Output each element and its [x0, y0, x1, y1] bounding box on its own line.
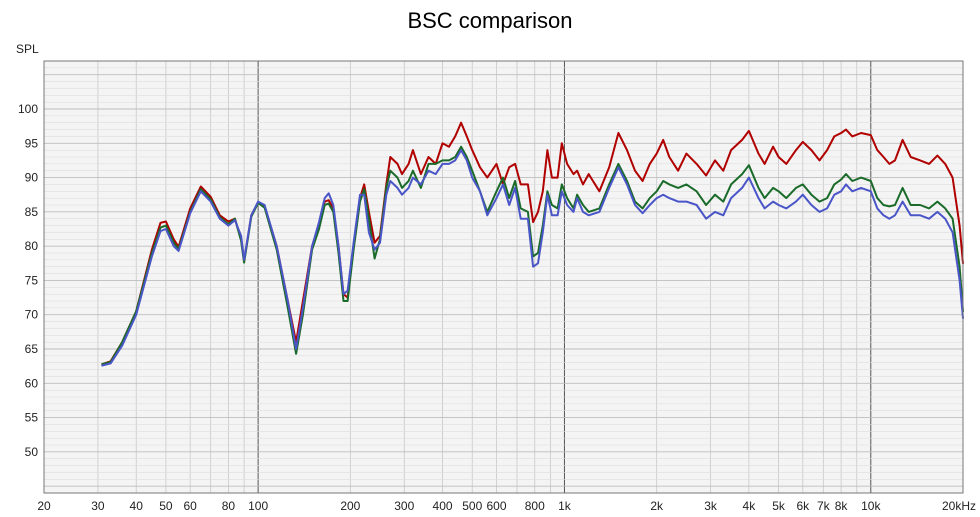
- x-tick-label: 50: [159, 499, 173, 513]
- x-tick-label: 100: [248, 499, 268, 513]
- x-tick-label: 1k: [558, 499, 572, 513]
- x-tick-label: 10k: [861, 499, 881, 513]
- y-tick-label: 95: [25, 136, 39, 150]
- x-tick-label: 4k: [743, 499, 757, 513]
- y-tick-labels: 50 55 60 65 70 75 80 85 90 95 100: [18, 102, 38, 459]
- y-tick-label: 80: [25, 239, 39, 253]
- x-tick-label: 400: [433, 499, 453, 513]
- x-tick-label: 5k: [772, 499, 786, 513]
- x-tick-label: 30: [91, 499, 105, 513]
- y-tick-label: 55: [25, 411, 39, 425]
- x-tick-label: 40: [130, 499, 144, 513]
- y-axis-label: SPL: [16, 42, 39, 56]
- x-tick-label: 8k: [835, 499, 849, 513]
- x-tick-label: 200: [340, 499, 360, 513]
- series-layer: [101, 121, 964, 367]
- y-tick-label: 70: [25, 308, 39, 322]
- x-tick-labels: 20 30 40 50 60 80 100 200 300 400 500 600 800 1k 2k 3k 4…: [37, 499, 976, 513]
- x-tick-label: 6k: [796, 499, 810, 513]
- x-tick-label: 500: [462, 499, 482, 513]
- y-tick-label: 85: [25, 205, 39, 219]
- chart-title: BSC comparison: [407, 8, 573, 33]
- x-tick-label: 300: [394, 499, 414, 513]
- plot-area: [44, 61, 963, 493]
- y-tick-label: 50: [25, 445, 39, 459]
- plot-frame: [43, 60, 964, 494]
- y-tick-label: 65: [25, 342, 39, 356]
- x-tick-label: 60: [183, 499, 197, 513]
- y-tick-label: 75: [25, 273, 39, 287]
- x-tick-label: 20kHz: [942, 499, 976, 513]
- y-tick-label: 90: [25, 171, 39, 185]
- x-tick-label: 2k: [650, 499, 664, 513]
- x-tick-label: 800: [525, 499, 545, 513]
- x-tick-label: 80: [222, 499, 236, 513]
- x-tick-label: 20: [37, 499, 51, 513]
- x-tick-label: 7k: [817, 499, 831, 513]
- y-tick-label: 60: [25, 376, 39, 390]
- series-line-3: [101, 149, 964, 367]
- y-tick-label: 100: [18, 102, 38, 116]
- x-tick-label: 3k: [704, 499, 718, 513]
- x-tick-label: 600: [486, 499, 506, 513]
